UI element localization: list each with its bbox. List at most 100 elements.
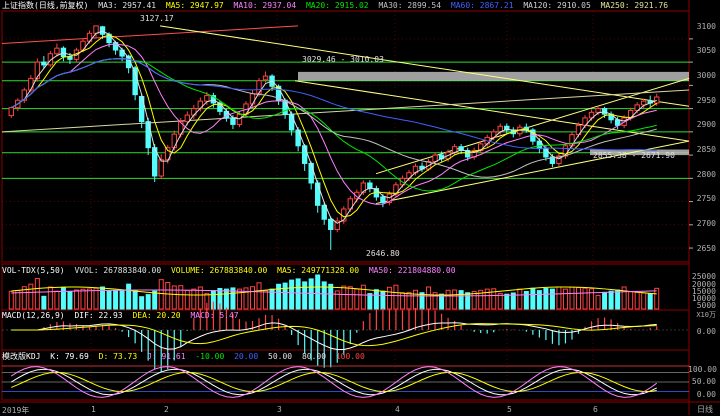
volume-bar [360, 284, 366, 310]
volume-bar [73, 289, 79, 310]
volume-bar [315, 274, 321, 310]
volume-bar [126, 283, 132, 310]
x-label-apr: 4 [395, 405, 400, 414]
candle-body [295, 129, 301, 147]
kdj-l3: 50.00 [268, 352, 293, 361]
volume-bar [21, 286, 27, 310]
volume-bar [393, 284, 399, 310]
volume-ma50 [11, 289, 657, 297]
macd-dea: DEA: 20.20 [132, 311, 181, 320]
volume-bar [263, 290, 269, 310]
volume-bar [15, 290, 21, 310]
kdj-l2: 20.00 [234, 352, 259, 361]
volume-bar [106, 290, 112, 310]
channel-lower [375, 140, 690, 204]
macd-value: MACD: 5.47 [190, 311, 239, 320]
period-button[interactable]: 日线 [697, 405, 713, 414]
price-tick-3100: 3100 [696, 22, 716, 31]
x-label-mar: 3 [277, 405, 282, 414]
candle-body [145, 121, 151, 149]
candle-body [654, 96, 660, 104]
candle-body [210, 95, 217, 104]
vol-tick-25000: 25000 [691, 272, 716, 281]
kdj-tick-50: 50.00 [691, 377, 716, 386]
candle-body [549, 156, 556, 164]
volume-bar [119, 290, 125, 310]
price-tick-2700: 2700 [696, 219, 716, 228]
x-label-2019: 2019年 [2, 406, 30, 415]
volume-bar [458, 290, 464, 310]
volume-bar [367, 293, 373, 310]
kdj-l1: -10.00 [195, 352, 225, 361]
kdj-j: J: 91.61 [147, 352, 186, 361]
volume-bar [484, 288, 490, 310]
candle-body [230, 117, 236, 125]
candle-body [54, 47, 60, 55]
candle-body [262, 75, 269, 81]
volume-legend: VOL-TDX(5,50) VVOL: 267883840.00 VOLUME:… [2, 266, 461, 276]
volume-bar [445, 289, 451, 310]
volume-bar [426, 286, 432, 310]
annotation-high: 3127.17 [140, 14, 174, 23]
ma60-line [11, 58, 657, 152]
volume-bar [289, 279, 295, 310]
volume-bar [158, 279, 164, 310]
candle-body [595, 108, 601, 113]
annotation-low: 2646.80 [366, 249, 400, 258]
kdj-k: K: 79.69 [50, 352, 89, 361]
candle-body [543, 148, 549, 158]
volume-bar [47, 286, 53, 310]
highlight-band-lower [590, 149, 689, 156]
volume-bar [321, 281, 327, 310]
volume-bar [556, 286, 562, 310]
candle-body [328, 218, 334, 230]
volume-bar [517, 288, 523, 310]
candle-body [204, 95, 210, 102]
volume-bar [223, 288, 229, 310]
candle-body [282, 99, 288, 115]
volume-bar [60, 286, 66, 310]
volume-bar [341, 285, 347, 310]
volume-bar [256, 282, 262, 310]
trendline-descending [159, 25, 690, 107]
candle-body [275, 85, 282, 101]
volume-bar [504, 293, 510, 310]
candle-body [8, 107, 14, 117]
volume-bar [523, 291, 529, 310]
volume-bar [536, 290, 542, 310]
candle-body [34, 61, 41, 79]
candle-body [464, 149, 471, 158]
volume-bar [628, 291, 634, 310]
vol-volume: VOLUME: 267883840.00 [170, 266, 268, 275]
volume-bar [439, 293, 445, 310]
vol-ma5: MA5: 249771328.00 [277, 266, 360, 275]
candle-body [354, 191, 360, 200]
legend-ma250: MA250: 2921.76 [600, 1, 669, 10]
kdj-k-line [11, 368, 657, 396]
candle-body [171, 133, 177, 149]
volume-bar [491, 288, 497, 310]
volume-bar [530, 287, 536, 310]
ma3-line [11, 30, 657, 224]
volume-bar [276, 283, 282, 310]
candle-body [301, 145, 308, 164]
volume-bar [549, 288, 555, 310]
legend-ma3: MA3: 2957.41 [98, 1, 157, 10]
candle-body [458, 146, 464, 151]
volume-bar [569, 286, 575, 310]
volume-bar [380, 290, 386, 310]
candle-body [99, 26, 106, 35]
candle-body [28, 77, 34, 91]
volume-bar [54, 290, 60, 310]
volume-bar [641, 292, 647, 310]
volume-bar [478, 289, 484, 310]
volume-bar [152, 290, 158, 310]
price-tick-2950: 2950 [696, 96, 716, 105]
candle-body [197, 100, 204, 110]
candle-body [504, 125, 510, 131]
candle-body [184, 114, 191, 123]
price-tick-2800: 2800 [696, 170, 716, 179]
volume-bar [165, 282, 171, 310]
macd-tick-zero: 0.00 [696, 327, 716, 336]
